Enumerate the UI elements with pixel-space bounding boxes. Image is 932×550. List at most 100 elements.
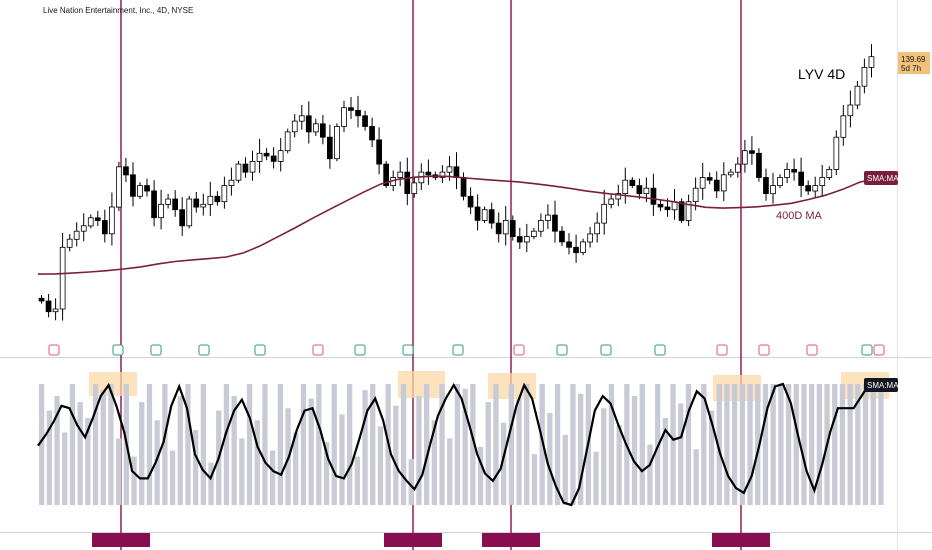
- candle-body: [383, 163, 390, 187]
- oscillator-bar: [593, 451, 599, 505]
- candle-body: [826, 168, 833, 178]
- oscillator-bar: [162, 384, 168, 505]
- oscillator-bar: [177, 396, 183, 505]
- candle-body: [706, 177, 713, 181]
- oscillator-bar: [770, 384, 776, 505]
- earnings-marker: [254, 344, 266, 356]
- oscillator-bar: [739, 384, 745, 505]
- oscillator-bar: [439, 384, 445, 505]
- oscillator-bar: [362, 390, 368, 505]
- candle-body: [833, 136, 840, 170]
- oscillator-bar: [323, 442, 330, 505]
- earnings-marker: [198, 344, 210, 356]
- candle-body: [629, 179, 636, 186]
- candle-body: [172, 198, 178, 211]
- oscillator-bar: [169, 450, 176, 505]
- oscillator-bar: [755, 384, 761, 505]
- oscillator-bar: [839, 384, 846, 505]
- candle-body: [650, 187, 657, 205]
- candle-body: [495, 222, 502, 235]
- oscillator-bar: [485, 402, 491, 505]
- oscillator-bar: [785, 384, 792, 505]
- oscillator-bar: [331, 384, 337, 505]
- oscillator-bar: [493, 384, 499, 505]
- x-marker-box: [92, 533, 150, 547]
- symbol-title: Live Nation Entertainment, Inc., 4D, NYS…: [43, 6, 193, 15]
- earnings-markers: [48, 344, 885, 356]
- oscillator-bar: [501, 422, 507, 505]
- oscillator-bar: [454, 384, 461, 505]
- oscillator-bar: [431, 420, 437, 505]
- earnings-marker: [654, 344, 666, 356]
- candle-body: [608, 198, 615, 205]
- oscillator-line: [37, 382, 885, 507]
- candle-body: [770, 185, 776, 195]
- oscillator-bar: [477, 446, 484, 505]
- candle-body: [109, 206, 115, 235]
- earnings-marker: [600, 344, 612, 356]
- oscillator-bar: [447, 438, 453, 505]
- candle-body: [228, 179, 235, 186]
- candle-body: [784, 168, 790, 178]
- earnings-marker: [716, 344, 728, 356]
- oscillator-bar: [85, 417, 91, 505]
- candle-body: [861, 67, 868, 87]
- candle-body: [742, 150, 748, 165]
- oscillator-bar: [554, 384, 561, 505]
- candle-body: [66, 238, 73, 248]
- candle-body: [263, 152, 270, 157]
- candle-body: [664, 206, 671, 211]
- candle-body: [643, 187, 650, 194]
- candle-body: [559, 230, 565, 243]
- price-tag-value: 139.69: [901, 55, 926, 64]
- oscillator-bar: [832, 384, 838, 505]
- candle-body: [446, 166, 453, 173]
- candle-body: [80, 225, 87, 232]
- candle-body: [305, 115, 312, 133]
- candle-body: [524, 236, 530, 243]
- oscillator-bar: [246, 384, 253, 505]
- candle-body: [73, 230, 80, 240]
- oscillator-bar: [562, 434, 568, 505]
- earnings-marker: [354, 344, 366, 356]
- earnings-marker: [806, 344, 818, 356]
- candle-body: [158, 203, 164, 219]
- candle-body: [798, 171, 805, 186]
- oscillator-bar: [131, 456, 137, 505]
- oscillator-bar: [92, 384, 99, 505]
- candle-body: [151, 190, 157, 219]
- oscillator-bar: [724, 384, 730, 505]
- oscillator-bar: [100, 390, 106, 505]
- candle-body: [460, 177, 467, 197]
- candle-body: [692, 187, 699, 202]
- oscillator-bar: [69, 384, 76, 505]
- candle-body: [270, 155, 277, 162]
- candle-body: [713, 179, 720, 192]
- ma-label: 400D MA: [776, 210, 823, 222]
- candle-body: [284, 131, 291, 152]
- candle-body: [319, 123, 326, 138]
- candle-body: [369, 126, 375, 141]
- sma-tag: SMA:MA: [867, 174, 899, 183]
- candle-body: [291, 120, 298, 133]
- earnings-marker: [873, 344, 885, 356]
- moving-average-line: [37, 175, 878, 275]
- price-tag-box: [898, 52, 930, 74]
- candle-body: [868, 56, 875, 68]
- candle-body: [193, 198, 200, 208]
- candle-body: [341, 107, 347, 127]
- oscillator-bar: [270, 450, 276, 505]
- earnings-marker: [758, 344, 770, 356]
- candle-body: [636, 185, 643, 195]
- candle-body: [312, 123, 319, 133]
- candle-body: [52, 308, 59, 313]
- oscillator-bar: [300, 384, 307, 505]
- candle-body: [376, 139, 383, 165]
- oscillator-bar: [639, 384, 645, 505]
- oscillator-bar: [116, 438, 122, 505]
- oscillator-bar: [77, 402, 83, 505]
- oscillator-bar: [377, 426, 384, 505]
- candle-body: [488, 209, 495, 224]
- candle-body: [298, 115, 305, 122]
- candle-body: [186, 198, 193, 227]
